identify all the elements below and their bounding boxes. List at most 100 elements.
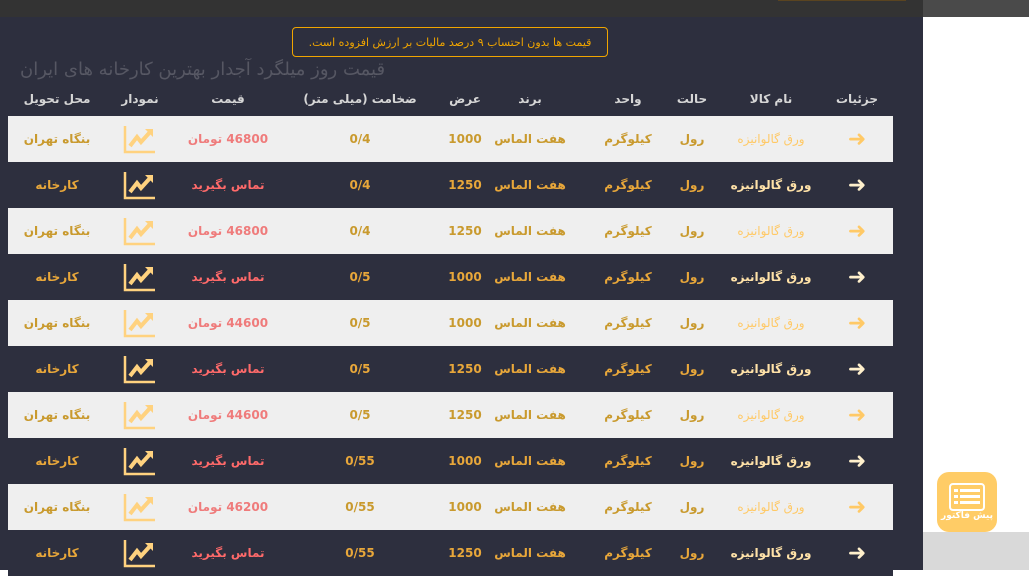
cell-width: 1250: [448, 224, 482, 238]
chart-icon[interactable]: [123, 438, 157, 484]
details-arrow-icon[interactable]: ➜: [847, 448, 867, 474]
chart-icon[interactable]: [123, 254, 157, 300]
cell-price: 44600 تومان: [187, 316, 269, 330]
cell-width: 1250: [448, 178, 482, 192]
cell-width: 1250: [448, 362, 482, 376]
cell-delivery: بنگاه تهران: [23, 224, 91, 238]
cell-name: ورق گالوانیزه: [737, 224, 805, 238]
cell-state: رول: [679, 500, 705, 514]
cell-price: تماس بگیرید: [191, 546, 265, 560]
chart-icon[interactable]: [123, 208, 157, 254]
cell-state: رول: [679, 316, 705, 330]
cell-unit: کیلوگرم: [604, 546, 652, 560]
cell-unit: کیلوگرم: [604, 408, 652, 422]
cell-brand: هفت الماس: [494, 132, 566, 146]
header-unit: واحد: [614, 92, 642, 106]
cell-delivery: کارخانه: [35, 454, 79, 468]
header-name: نام کالا: [749, 92, 793, 106]
cell-thickness: 0/5: [349, 408, 371, 422]
header-brand: برند: [518, 92, 542, 106]
details-arrow-icon[interactable]: ➜: [847, 402, 867, 428]
cell-thickness: 0/5: [349, 270, 371, 284]
cell-brand: هفت الماس: [494, 408, 566, 422]
details-arrow-icon[interactable]: ➜: [847, 172, 867, 198]
chart-icon[interactable]: [123, 162, 157, 208]
cell-width: 1250: [448, 408, 482, 422]
cell-price: 46800 تومان: [187, 132, 269, 146]
cell-name: ورق گالوانیزه: [730, 270, 812, 284]
cell-unit: کیلوگرم: [604, 178, 652, 192]
cell-state: رول: [679, 408, 705, 422]
cell-delivery: کارخانه: [35, 546, 79, 560]
cell-width: 1250: [448, 546, 482, 560]
cell-thickness: 0/55: [345, 454, 375, 468]
cell-price: 46200 تومان: [187, 500, 269, 514]
cell-width: 1000: [448, 316, 482, 330]
cell-price: 46800 تومان: [187, 224, 269, 238]
details-arrow-icon[interactable]: ➜: [847, 264, 867, 290]
cell-thickness: 0/55: [345, 500, 375, 514]
table-row: ➜ ورق گالوانیزه رول کیلوگرم هفت الماس 1000 0/5…: [8, 484, 893, 530]
chart-icon[interactable]: [123, 116, 157, 162]
header-chart: نمودار: [121, 92, 159, 106]
header-thickness: ضخامت (میلی متر): [303, 92, 417, 106]
cell-name: ورق گالوانیزه: [737, 408, 805, 422]
invoice-label: پیش فاکتور: [941, 511, 993, 521]
cell-unit: کیلوگرم: [604, 132, 652, 146]
details-arrow-icon[interactable]: ➜: [847, 218, 867, 244]
cell-delivery: بنگاه تهران: [23, 316, 91, 330]
cell-price: تماس بگیرید: [191, 270, 265, 284]
cell-state: رول: [679, 178, 705, 192]
cell-thickness: 0/4: [349, 224, 371, 238]
cell-width: 1000: [448, 500, 482, 514]
cell-delivery: کارخانه: [35, 270, 79, 284]
header-price: قیمت: [211, 92, 245, 106]
list-icon: [949, 483, 985, 511]
cell-name: ورق گالوانیزه: [737, 132, 805, 146]
invoice-button[interactable]: پیش فاکتور: [937, 472, 997, 532]
table-row: ➜ ورق گالوانیزه رول کیلوگرم هفت الماس 1250 0/4…: [8, 208, 893, 254]
table-row: ➜ ورق گالوانیزه رول کیلوگرم هفت الماس 1000 0/4…: [8, 116, 893, 162]
cell-name: ورق گالوانیزه: [730, 454, 812, 468]
cell-state: رول: [679, 546, 705, 560]
cell-delivery: بنگاه تهران: [23, 132, 91, 146]
chart-icon[interactable]: [123, 484, 157, 530]
chart-icon[interactable]: [123, 300, 157, 346]
cell-state: رول: [679, 224, 705, 238]
cell-delivery: کارخانه: [35, 362, 79, 376]
cell-thickness: 0/55: [345, 546, 375, 560]
cell-unit: کیلوگرم: [604, 362, 652, 376]
details-arrow-icon[interactable]: ➜: [847, 356, 867, 382]
cell-delivery: بنگاه تهران: [23, 500, 91, 514]
details-arrow-icon[interactable]: ➜: [847, 310, 867, 336]
cell-state: رول: [679, 454, 705, 468]
search-field[interactable]: [778, 0, 906, 1]
header-delivery: محل تحویل: [23, 92, 91, 106]
header-state: حالت: [676, 92, 708, 106]
cell-delivery: بنگاه تهران: [23, 408, 91, 422]
cell-brand: هفت الماس: [494, 500, 566, 514]
watermark-text: قیمت روز میلگرد آجدار بهترین کارخانه های…: [20, 59, 386, 80]
vat-notice: قیمت ها بدون احتساب ۹ درصد مالیات بر ارز…: [292, 27, 608, 57]
cell-brand: هفت الماس: [494, 270, 566, 284]
details-arrow-icon[interactable]: ➜: [847, 540, 867, 566]
cell-price: تماس بگیرید: [191, 362, 265, 376]
chart-icon[interactable]: [123, 392, 157, 438]
details-arrow-icon[interactable]: ➜: [847, 126, 867, 152]
details-arrow-icon[interactable]: ➜: [847, 494, 867, 520]
chart-icon[interactable]: [123, 530, 157, 576]
cell-state: رول: [679, 270, 705, 284]
table-row: ➜ ورق گالوانیزه رول کیلوگرم هفت الماس 1000 0/5…: [8, 254, 893, 300]
cell-thickness: 0/5: [349, 362, 371, 376]
table-row: ➜ ورق گالوانیزه رول کیلوگرم هفت الماس 1250 0/4…: [8, 162, 893, 208]
cell-name: ورق گالوانیزه: [737, 316, 805, 330]
cell-brand: هفت الماس: [494, 362, 566, 376]
cell-unit: کیلوگرم: [604, 316, 652, 330]
header-details: جزئیات: [835, 92, 879, 106]
table-row: ➜ ورق گالوانیزه رول کیلوگرم هفت الماس 1000 0/5…: [8, 438, 893, 484]
side-footer: [923, 532, 1029, 570]
cell-price: 44600 تومان: [187, 408, 269, 422]
cell-brand: هفت الماس: [494, 316, 566, 330]
cell-thickness: 0/4: [349, 178, 371, 192]
chart-icon[interactable]: [123, 346, 157, 392]
